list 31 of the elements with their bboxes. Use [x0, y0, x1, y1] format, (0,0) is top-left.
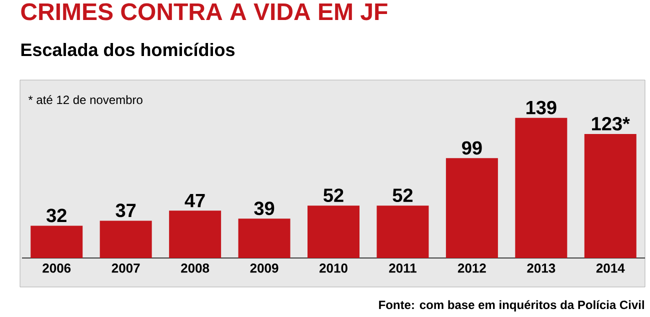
bar	[584, 134, 636, 258]
chart-subtitle: Escalada dos homicídios	[21, 42, 235, 56]
x-tick-label: 2010	[319, 264, 348, 273]
bar	[376, 206, 429, 258]
bar	[308, 206, 360, 258]
x-tick-label: 2011	[389, 264, 416, 273]
data-label: 139	[526, 100, 556, 114]
data-label: 32	[46, 208, 66, 222]
data-label: 52	[324, 188, 344, 202]
bar	[238, 218, 290, 258]
data-label: 52	[392, 188, 413, 202]
x-tick-label: 2014	[596, 264, 625, 273]
bar	[446, 158, 498, 258]
bar	[30, 226, 83, 258]
data-label: 99	[462, 141, 482, 155]
x-tick-label: 2007	[112, 264, 140, 273]
bar	[100, 220, 152, 258]
text: * até 12 de novembro	[28, 95, 142, 104]
x-tick-label: 2008	[181, 264, 210, 273]
x-tick-label: 2009	[250, 264, 278, 273]
x-tick-label: 2012	[458, 264, 486, 273]
data-label: 47	[184, 194, 205, 208]
x-tick-label: 2013	[527, 264, 556, 273]
bar	[515, 118, 568, 258]
source-note: Fonte: com base em inquéritos da Polícia Civil	[379, 300, 644, 312]
x-tick-label: 2006	[42, 264, 71, 273]
chart-title: CRIMES CONTRA A VIDA EM JF	[21, 3, 388, 20]
data-label: 37	[116, 204, 136, 218]
bar	[169, 210, 222, 258]
data-label: 39	[254, 202, 274, 216]
data-label: 123*	[592, 116, 630, 130]
